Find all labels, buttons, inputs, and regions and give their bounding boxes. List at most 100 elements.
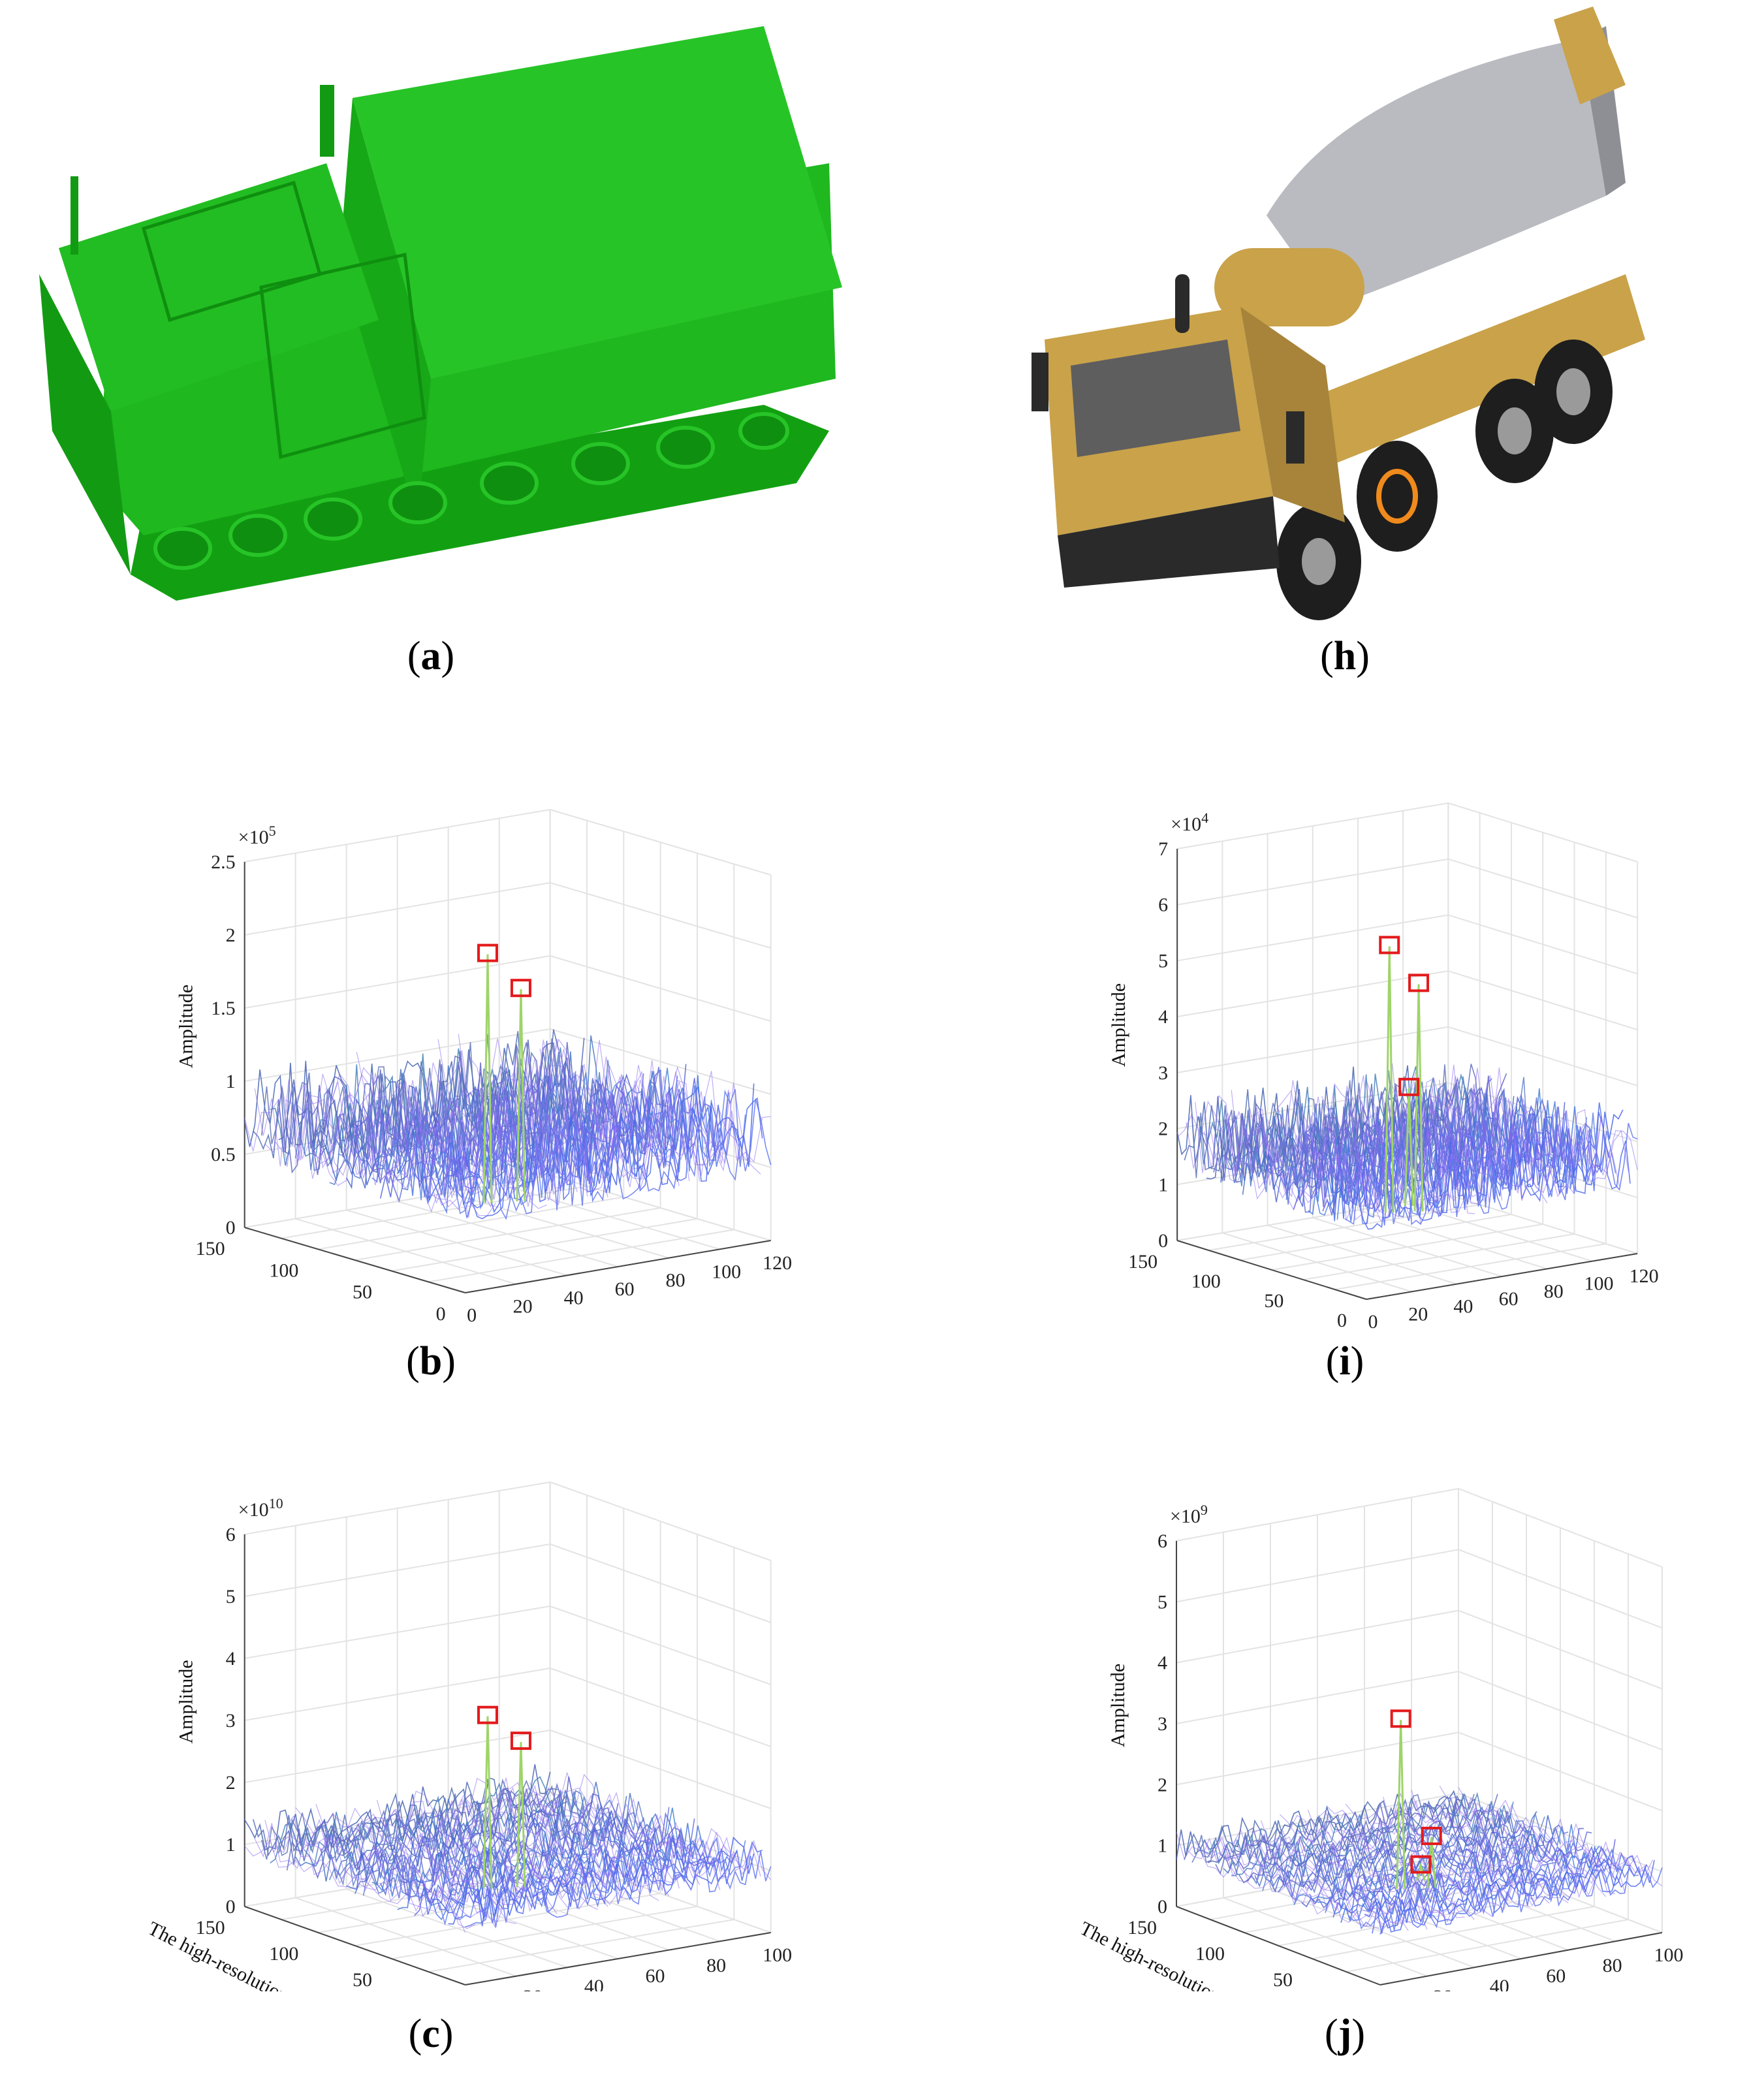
right-axis-line — [465, 1240, 771, 1293]
z-tick-label: 5 — [1158, 950, 1168, 972]
right-tick-label: 100 — [763, 1944, 792, 1966]
right-tick-label: 20 — [513, 1296, 533, 1318]
plot-b: 0 0.5 1 1.5 2 2.5 ×105 150 100 50 0 0 20 40 60 80 100 120… — [26, 770, 875, 1369]
peak-marker — [477, 943, 498, 962]
peak-marker — [477, 1705, 498, 1724]
left-ticks: 150 100 50 0 — [196, 1238, 446, 1325]
left-tick-label: 50 — [1264, 1290, 1284, 1312]
figure-a-tank — [13, 13, 862, 614]
z-ticks: 0 0.5 1 1.5 2 2.5 — [211, 851, 236, 1239]
right-axis-line — [1366, 1253, 1638, 1300]
z-tick-label: 3 — [1158, 1713, 1167, 1735]
right-tick-label: 40 — [1453, 1296, 1473, 1318]
amplitude-label: Amplitude — [176, 1660, 197, 1743]
right-tick-label: 80 — [666, 1270, 685, 1291]
right-tick-label: 100 — [712, 1261, 741, 1282]
peak-marker — [1421, 1826, 1442, 1845]
amplitude-label: Amplitude — [176, 985, 197, 1068]
caption-j: (j) — [1325, 2012, 1365, 2056]
plot-b-grid — [244, 809, 772, 1293]
plot-b-surface — [244, 943, 772, 1220]
exponent-label: ×109 — [1170, 1502, 1208, 1527]
right-axis-line — [1379, 1932, 1663, 1985]
right-tick-label: 20 — [1433, 1986, 1453, 1991]
peak-marker — [1410, 1855, 1432, 1874]
left-tick-label: 150 — [196, 1238, 225, 1259]
right-ticks: 0 20 40 60 80 100 120 — [467, 1252, 792, 1326]
z-tick-label: 0 — [226, 1896, 236, 1918]
left-tick-label: 0 — [1337, 1310, 1347, 1331]
z-tick-label: 0 — [1158, 1896, 1167, 1918]
z-tick-label: 0 — [1158, 1230, 1168, 1252]
right-tick-label: 40 — [584, 1976, 604, 1991]
plot-c-surface — [244, 1705, 772, 1933]
left-ticks: 150 100 50 0 — [1128, 1251, 1347, 1331]
z-tick-label: 4 — [226, 1648, 236, 1669]
right-tick-label: 120 — [1630, 1265, 1659, 1287]
amplitude-label: Amplitude — [1108, 983, 1129, 1067]
right-tick-label: 80 — [706, 1955, 726, 1976]
exponent-label: ×1010 — [238, 1495, 283, 1521]
plot-j-surface — [1176, 1709, 1663, 1935]
right-tick-label: 100 — [1654, 1944, 1684, 1966]
left-axis-line — [1176, 1906, 1381, 1985]
z-tick-label: 6 — [1158, 1530, 1167, 1552]
right-tick-label: 60 — [1546, 1965, 1566, 1987]
right-tick-label: 0 — [467, 1305, 477, 1326]
exponent-label: ×105 — [238, 823, 276, 848]
left-tick-label: 150 — [196, 1917, 225, 1938]
right-tick-label: 40 — [564, 1287, 584, 1308]
mixer-truck-image — [1032, 7, 1645, 620]
plot-j-grid — [1176, 1488, 1663, 1985]
peak-marker — [1379, 936, 1400, 955]
caption-h: (h) — [1320, 634, 1370, 678]
peak-marker — [1408, 973, 1430, 992]
z-tick-label: 1 — [226, 1834, 236, 1856]
z-tick-label: 0.5 — [211, 1144, 236, 1165]
plot-i: 0 1 2 3 4 5 6 7 ×104 150 100 50 0 0 20 40 60 80 100 120 Ampl… — [979, 770, 1763, 1376]
right-tick-label: 60 — [645, 1965, 665, 1987]
plot-i-surface — [1176, 936, 1638, 1230]
left-tick-label: 50 — [1273, 1969, 1293, 1991]
right-tick-label: 80 — [1544, 1280, 1564, 1302]
plot-i-grid — [1176, 802, 1639, 1300]
z-ticks: 0 1 2 3 4 5 6 — [226, 1524, 236, 1918]
left-tick-label: 100 — [269, 1943, 298, 1965]
surface-plot-c: 0123456×1010150100500020406080100Amplitu… — [144, 1481, 801, 2087]
z-tick-label: 2 — [1158, 1118, 1168, 1140]
right-tick-label: 100 — [1584, 1273, 1613, 1295]
right-ticks: 0 20 40 60 80 100 120 — [1368, 1265, 1659, 1333]
right-tick-label: 80 — [1603, 1955, 1622, 1976]
left-tick-label: 150 — [1128, 1251, 1158, 1273]
right-tick-label: 60 — [1499, 1288, 1519, 1310]
left-axis-line — [244, 1906, 466, 1985]
plot-c-group: 0123456×1010150100500020406080100Amplitu… — [144, 1481, 801, 2087]
surface-plot-j: 0123456×109150100500020406080100Amplitud… — [1077, 1488, 1704, 2087]
z-tick-label: 6 — [226, 1524, 236, 1545]
right-tick-label: 20 — [1408, 1303, 1428, 1325]
left-tick-label: 0 — [436, 1303, 446, 1325]
z-tick-label: 5 — [1158, 1591, 1167, 1613]
plot-j: 0123456×109150100500020406080100Amplitud… — [966, 1449, 1763, 2087]
z-tick-label: 6 — [1158, 894, 1168, 916]
z-tick-label: 3 — [226, 1710, 236, 1732]
peak-marker — [510, 1732, 531, 1750]
z-ticks: 0 1 2 3 4 5 6 — [1158, 1530, 1167, 1918]
plot-j-group: 0123456×109150100500020406080100Amplitud… — [1077, 1488, 1704, 2087]
right-tick-label: 40 — [1490, 1976, 1509, 1991]
z-tick-label: 4 — [1158, 1006, 1168, 1028]
right-tick-label: 0 — [1368, 1311, 1378, 1332]
left-tick-label: 100 — [1191, 1271, 1221, 1292]
z-tick-label: 7 — [1158, 838, 1168, 860]
z-tick-label: 1 — [1158, 1174, 1168, 1195]
figure-h-mixer-truck — [1018, 0, 1671, 627]
z-tick-label: 1 — [226, 1071, 236, 1092]
left-tick-label: 100 — [269, 1259, 298, 1281]
z-tick-label: 4 — [1158, 1653, 1167, 1674]
tank-image — [39, 26, 842, 601]
